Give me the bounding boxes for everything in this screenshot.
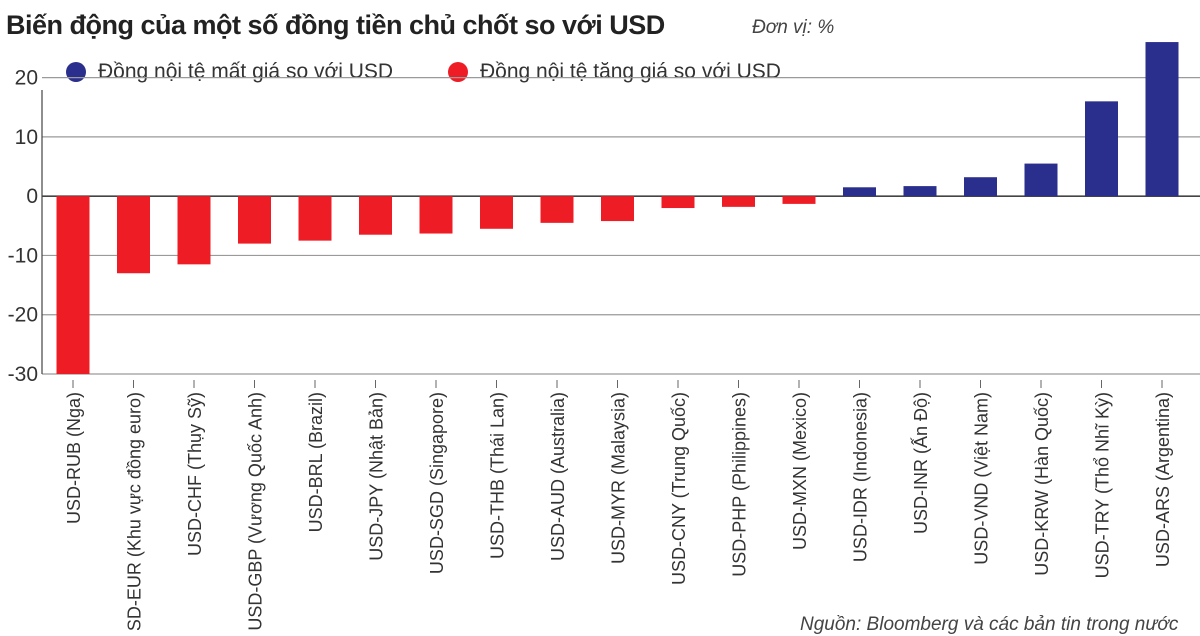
x-tick-label: USD-RUB (Nga) [64, 392, 84, 524]
y-tick-label: -20 [8, 304, 38, 327]
bar-usd-eur [117, 196, 150, 274]
bar-usd-sgd [419, 196, 453, 234]
bar-usd-jpy [359, 196, 392, 235]
bar-usd-ars [1145, 42, 1179, 197]
bar-usd-cny [661, 196, 695, 209]
x-tick-label: USD-IDR (Indonesia) [851, 392, 871, 562]
x-tick-label: USD-ARS (Argentina) [1153, 392, 1173, 567]
x-tick-label: USD-VND (Việt Nam) [972, 392, 992, 565]
legend-swatch-blue [66, 62, 86, 82]
y-tick-label: 0 [26, 185, 38, 208]
y-tick-label: 10 [15, 126, 38, 149]
bar-usd-rub [56, 196, 90, 374]
y-tick-label: -10 [8, 244, 38, 267]
x-tick-label: USD-PHP (Philippines) [730, 392, 750, 577]
x-tick-label: USD-INR (Ấn Độ) [910, 392, 931, 534]
bar-usd-php [722, 196, 755, 207]
x-tick-label: USD-TRY (Thổ Nhĩ Kỳ) [1093, 392, 1113, 578]
x-tick-label: USD-EUR (Khu vực đồng euro) [125, 392, 145, 630]
bar-usd-krw [1024, 163, 1058, 197]
bar-usd-brl [298, 196, 332, 241]
bar-usd-vnd [964, 177, 997, 197]
bar-usd-gbp [238, 196, 271, 244]
chart-title: Biến động của một số đồng tiền chủ chốt … [6, 10, 665, 40]
x-tick-label: USD-THB (Thái Lan) [488, 392, 508, 559]
x-tick-label: USD-JPY (Nhật Bản) [367, 392, 387, 561]
bar-usd-chf [177, 196, 211, 265]
x-tick-label: USD-SGD (Singapore) [427, 392, 447, 574]
y-tick-label: -30 [8, 363, 38, 386]
x-tick-label: USD-CHF (Thụy Sỹ) [185, 392, 205, 556]
bar-usd-idr [843, 187, 876, 197]
x-tick-label: USD-MYR (Malaysia) [609, 392, 629, 564]
bar-usd-inr [903, 186, 937, 197]
bar-usd-thb [480, 196, 513, 229]
x-tick-label: USD-AUD (Australia) [548, 392, 568, 561]
unit-label: Đơn vị: % [752, 17, 835, 38]
x-tick-label: USD-MXN (Mexico) [790, 392, 810, 550]
bar-usd-myr [601, 196, 634, 222]
x-tick-label: USD-GBP (Vương Quốc Anh) [246, 392, 266, 630]
x-tick-label: USD-CNY (Trung Quốc) [669, 392, 689, 585]
bar-usd-aud [540, 196, 574, 223]
x-tick-label: USD-KRW (Hàn Quốc) [1032, 392, 1052, 576]
bar-usd-try [1085, 101, 1118, 197]
y-tick-label: 20 [15, 67, 38, 90]
legend-swatch-red [448, 62, 468, 82]
source-note: Nguồn: Bloomberg và các bản tin trong nư… [800, 614, 1179, 635]
x-tick-label: USD-BRL (Brazil) [306, 392, 326, 532]
bar-usd-mxn [782, 196, 816, 204]
